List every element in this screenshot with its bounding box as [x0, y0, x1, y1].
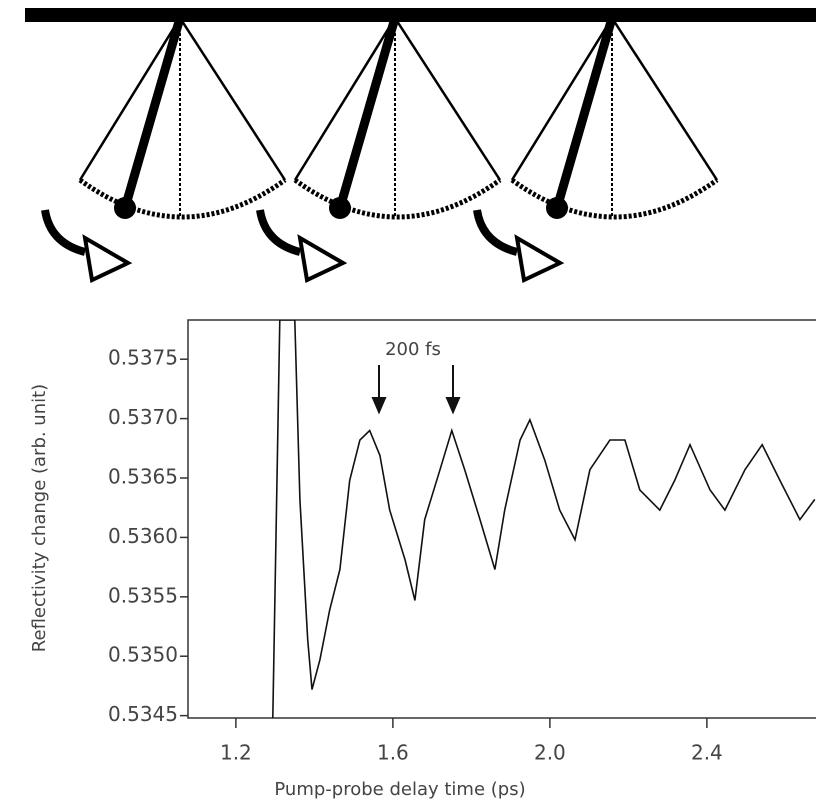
y-tick-label: 0.5360 — [108, 524, 178, 548]
y-tick-label: 0.5350 — [108, 643, 178, 667]
annotation-arrows — [371, 365, 461, 415]
x-axis-label: Pump-probe delay time (ps) — [274, 779, 525, 800]
x-tick-label: 1.2 — [220, 741, 252, 765]
pendulum-diagram — [25, 8, 816, 280]
annotation: 200 fs — [385, 339, 441, 360]
plot-frame — [187, 319, 816, 719]
chart: 200 fs Pump-probe delay time (ps) Reflec… — [29, 319, 816, 800]
x-tick-label: 2.4 — [691, 741, 723, 765]
x-tick-label: 2.0 — [534, 741, 566, 765]
x-tick-label: 1.6 — [377, 741, 409, 765]
y-tick-label: 0.5355 — [108, 583, 178, 607]
y-tick-label: 0.5370 — [108, 405, 178, 429]
y-tick-label: 0.5365 — [108, 465, 178, 489]
y-tick-label: 0.5375 — [108, 346, 178, 370]
y-axis-label: Reflectivity change (arb. unit) — [29, 384, 50, 652]
y-tick-label: 0.5345 — [108, 702, 178, 726]
data-line — [272, 320, 816, 718]
